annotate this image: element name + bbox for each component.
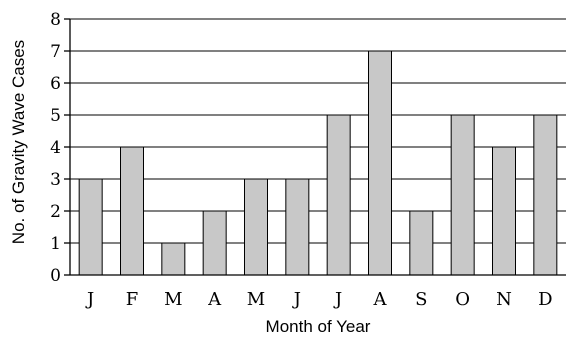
- bar-12-D: [533, 114, 558, 276]
- bar-1-J: [78, 178, 103, 276]
- y-tick-label-6: 6: [50, 74, 61, 94]
- y-tick-label-4: 4: [50, 138, 61, 158]
- bar-6-J: [285, 178, 310, 276]
- grid-layer: [70, 18, 566, 244]
- x-tick-label-5: M: [247, 289, 265, 310]
- y-tick-label-7: 7: [50, 42, 61, 62]
- y-tick-label-1: 1: [50, 234, 61, 254]
- bar-5-M: [244, 178, 268, 276]
- y-tick-label-2: 2: [50, 202, 61, 222]
- bar-2-F: [120, 146, 144, 276]
- bar-7-J: [326, 114, 351, 276]
- x-tick-label-3: M: [164, 289, 182, 310]
- bar-10-O: [450, 114, 475, 276]
- x-tick-label-7: J: [333, 289, 342, 310]
- bar-3-M: [161, 242, 186, 276]
- x-tick-label-9: S: [415, 289, 427, 310]
- x-tick-label-11: N: [496, 289, 512, 310]
- x-tick-label-2: F: [126, 289, 139, 310]
- y-tick-label-3: 3: [50, 170, 61, 190]
- x-tick-label-12: D: [538, 289, 552, 310]
- y-tick-label-8: 8: [50, 10, 61, 30]
- bar-9-S: [409, 210, 434, 276]
- y-tick-label-5: 5: [50, 106, 61, 126]
- x-tick-label-10: O: [455, 289, 470, 310]
- bars-layer: [78, 50, 558, 276]
- x-tick-label-8: A: [373, 289, 388, 310]
- y-tick-labels: 0 1 2 3 4 5 6 7 8: [50, 10, 70, 286]
- x-tick-label-4: A: [207, 289, 222, 310]
- x-tick-label-1: J: [85, 289, 94, 310]
- x-tick-label-6: J: [292, 289, 301, 310]
- x-axis-title: Month of Year: [266, 317, 371, 336]
- bar-11-N: [492, 146, 516, 276]
- y-axis-title: No. of Gravity Wave Cases: [9, 40, 28, 244]
- bar-4-A: [202, 210, 227, 276]
- bar-8-A: [368, 50, 392, 276]
- y-tick-label-0: 0: [50, 266, 61, 286]
